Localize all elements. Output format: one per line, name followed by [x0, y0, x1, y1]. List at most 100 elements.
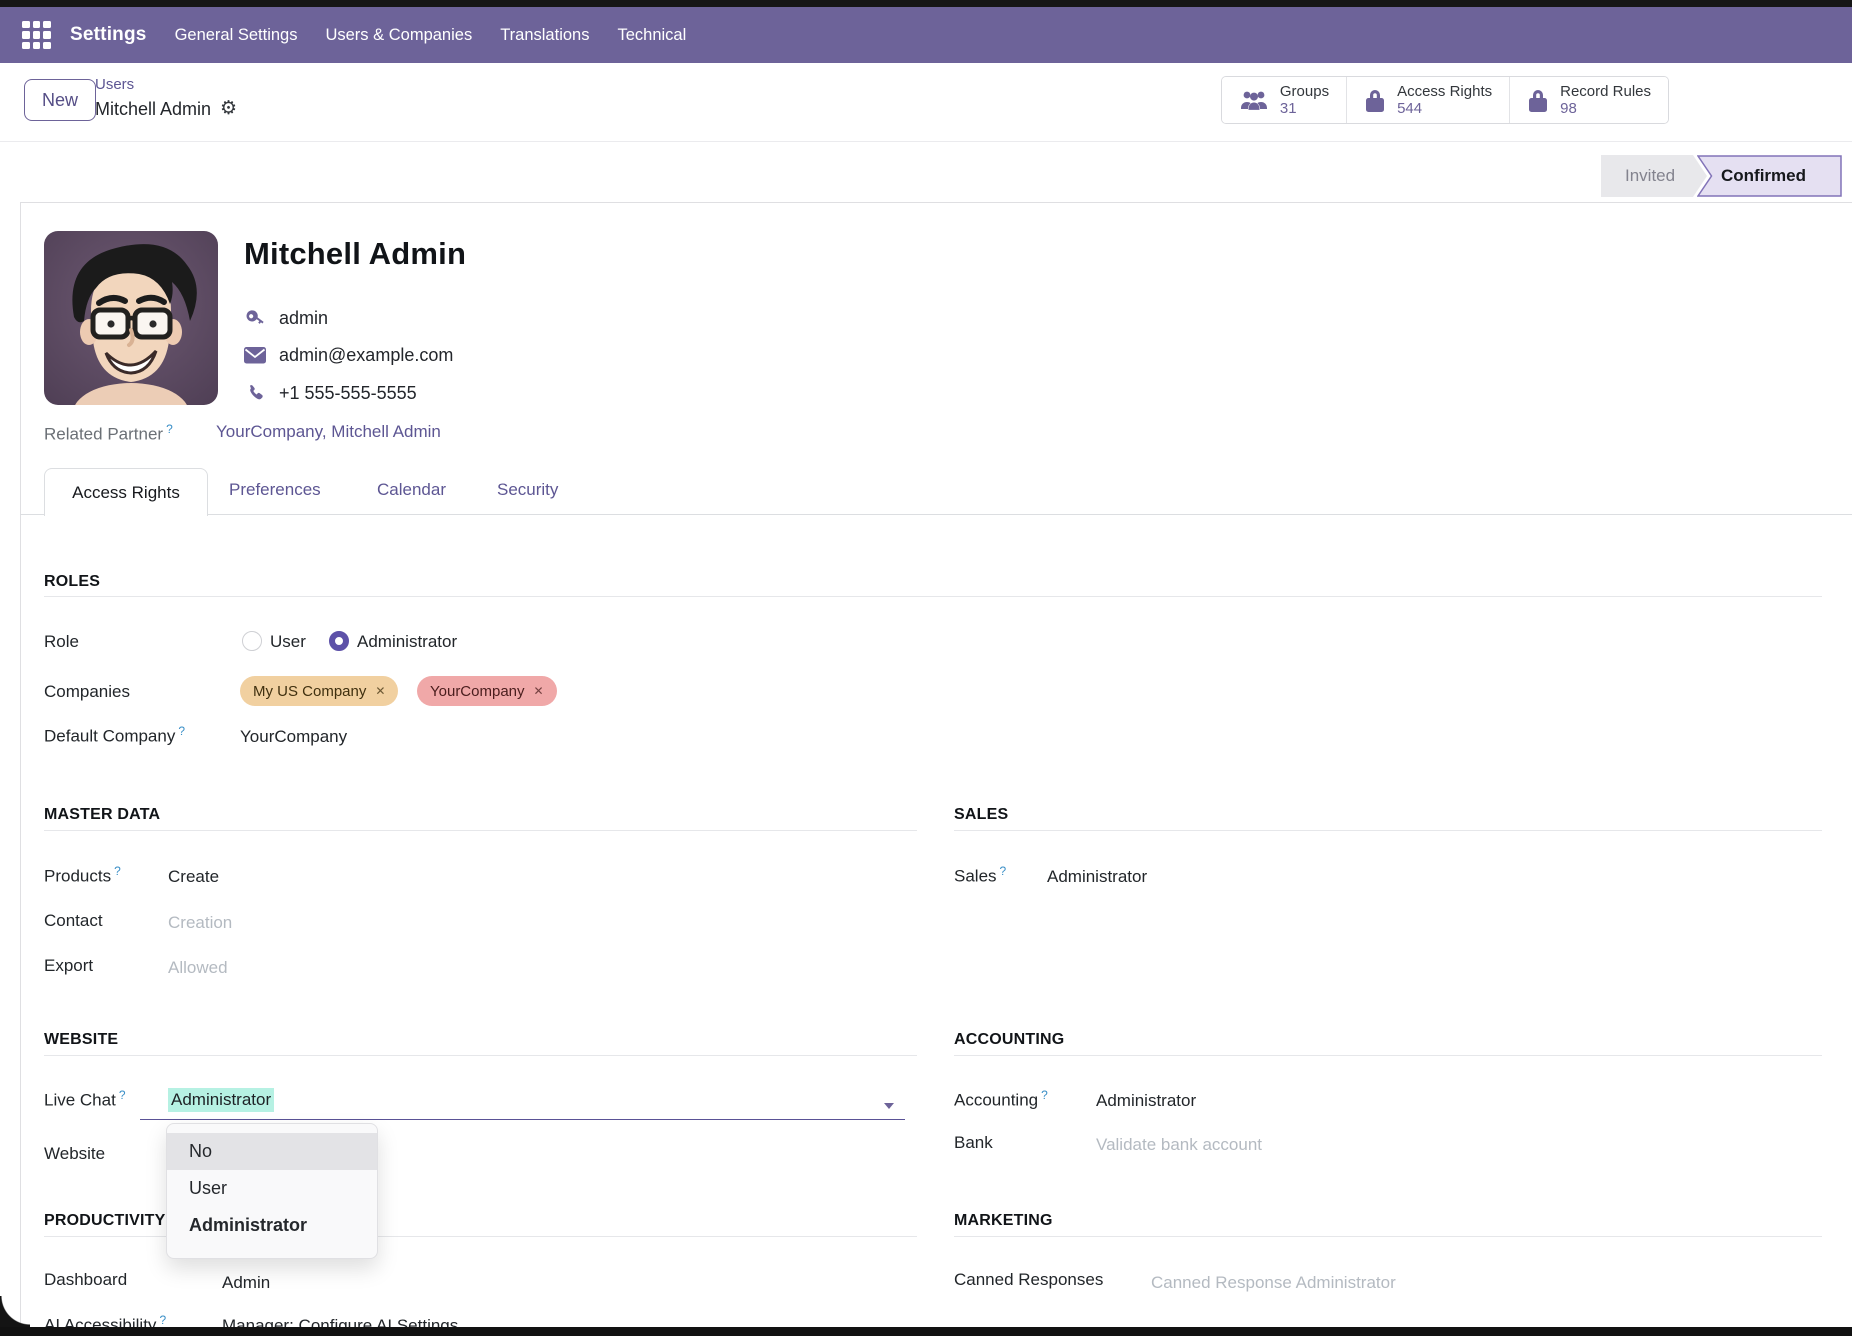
user-name-title[interactable]: Mitchell Admin [244, 236, 467, 271]
dropdown-option-administrator[interactable]: Administrator [189, 1215, 308, 1235]
menu-technical[interactable]: Technical [617, 25, 687, 44]
help-icon[interactable]: ? [178, 724, 186, 738]
section-accounting-rule [954, 1055, 1822, 1056]
products-label: Products? [44, 864, 121, 886]
breadcrumb: Users Mitchell Admin ⚙ [95, 77, 237, 118]
login-value[interactable]: admin [279, 308, 329, 328]
envelope-icon [244, 347, 266, 364]
lock-icon [1529, 89, 1548, 112]
breadcrumb-users-link[interactable]: Users [95, 76, 135, 93]
apps-grid-icon[interactable] [22, 20, 51, 50]
status-invited[interactable]: Invited [1601, 155, 1707, 197]
phone-row: +1 555-555-5555 [244, 383, 417, 404]
live-chat-field-underline [140, 1119, 905, 1120]
section-productivity-title: PRODUCTIVITY [44, 1212, 166, 1229]
access-rights-stat-button[interactable]: Access Rights 544 [1346, 77, 1510, 123]
live-chat-label: Live Chat? [44, 1088, 126, 1110]
section-marketing-rule [954, 1236, 1822, 1237]
record-rules-stat-button[interactable]: Record Rules 98 [1509, 77, 1668, 123]
role-option-administrator[interactable]: Administrator [357, 632, 458, 651]
contact-value[interactable]: Creation [168, 913, 233, 932]
section-roles-title: ROLES [44, 573, 101, 590]
dropdown-option-no[interactable]: No [167, 1133, 377, 1170]
menu-users-companies[interactable]: Users & Companies [325, 25, 473, 44]
section-sales-rule [954, 830, 1822, 831]
help-icon[interactable]: ? [118, 1088, 126, 1102]
companies-label: Companies [44, 682, 130, 701]
tab-access-rights[interactable]: Access Rights [44, 468, 208, 516]
role-label: Role [44, 632, 79, 651]
section-marketing-title: MARKETING [954, 1212, 1053, 1229]
live-chat-dropdown: No User Administrator [166, 1123, 378, 1259]
related-partner-label: Related Partner? [44, 422, 173, 444]
section-productivity-rule [44, 1236, 917, 1237]
key-icon [244, 308, 266, 329]
help-icon[interactable]: ? [114, 864, 121, 878]
phone-value[interactable]: +1 555-555-5555 [279, 383, 417, 403]
section-master-data-title: MASTER DATA [44, 806, 161, 823]
phone-icon [244, 384, 266, 403]
section-master-data-rule [44, 830, 917, 831]
groups-count: 31 [1279, 100, 1297, 117]
bank-value[interactable]: Validate bank account [1096, 1135, 1263, 1154]
tab-preferences[interactable]: Preferences [229, 480, 321, 499]
window-corner [0, 1296, 30, 1328]
record-rules-label: Record Rules [1560, 82, 1651, 100]
status-confirmed[interactable]: Confirmed [1697, 155, 1843, 197]
app-name[interactable]: Settings [70, 24, 147, 45]
email-value[interactable]: admin@example.com [279, 345, 454, 365]
tab-calendar[interactable]: Calendar [377, 480, 446, 499]
default-company-value[interactable]: YourCompany [240, 727, 348, 746]
company-tag-yourcompany[interactable]: YourCompany ✕ [417, 676, 557, 706]
live-chat-input[interactable]: Administrator [168, 1088, 275, 1112]
accounting-value[interactable]: Administrator [1096, 1091, 1197, 1110]
sales-value[interactable]: Administrator [1047, 867, 1148, 886]
close-icon[interactable]: ✕ [533, 684, 544, 698]
export-label: Export [44, 956, 94, 975]
role-option-user[interactable]: User [270, 632, 306, 651]
help-icon[interactable]: ? [166, 422, 173, 436]
gear-icon[interactable]: ⚙ [220, 98, 238, 119]
screen-bottom-bar [0, 1327, 1852, 1336]
bank-label: Bank [954, 1133, 993, 1152]
export-value[interactable]: Allowed [168, 958, 228, 977]
contact-label: Contact [44, 911, 103, 930]
new-button[interactable]: New [24, 79, 97, 121]
dashboard-label: Dashboard [44, 1270, 128, 1289]
tabs-divider [20, 514, 1852, 515]
products-value[interactable]: Create [168, 867, 220, 886]
help-icon[interactable]: ? [1041, 1088, 1048, 1102]
dashboard-value[interactable]: Admin [222, 1273, 271, 1292]
statusbar: Invited Confirmed [1601, 155, 1843, 197]
company-tag-my-us-company[interactable]: My US Company ✕ [240, 676, 399, 706]
chevron-down-icon[interactable] [884, 1103, 894, 1109]
canned-responses-label: Canned Responses [954, 1270, 1104, 1289]
sales-label: Sales? [954, 864, 1007, 886]
help-icon[interactable]: ? [999, 864, 1007, 878]
accounting-label: Accounting? [954, 1088, 1048, 1110]
tab-security[interactable]: Security [497, 480, 559, 499]
groups-label: Groups [1279, 82, 1330, 100]
canned-responses-value[interactable]: Canned Response Administrator [1151, 1273, 1396, 1292]
status-confirmed-label: Confirmed [1721, 166, 1806, 185]
section-sales-title: SALES [954, 806, 1009, 823]
menu-general-settings[interactable]: General Settings [174, 25, 298, 44]
screen-top-bar [0, 0, 1852, 7]
website-label: Website [44, 1144, 106, 1163]
role-radio-administrator[interactable] [329, 631, 349, 651]
groups-stat-button[interactable]: Groups 31 [1221, 77, 1347, 123]
record-rules-count: 98 [1560, 100, 1577, 117]
menu-translations[interactable]: Translations [500, 25, 590, 44]
section-accounting-title: ACCOUNTING [954, 1031, 1065, 1048]
help-icon[interactable]: ? [159, 1313, 167, 1327]
login-row: admin [244, 308, 328, 329]
section-website-rule [44, 1055, 917, 1056]
user-avatar[interactable] [44, 231, 218, 405]
role-radio-user[interactable] [242, 631, 262, 651]
dropdown-option-user[interactable]: User [189, 1178, 228, 1198]
breadcrumb-current: Mitchell Admin [95, 98, 212, 119]
access-rights-count: 544 [1397, 100, 1423, 117]
section-website-title: WEBSITE [44, 1031, 119, 1048]
close-icon[interactable]: ✕ [375, 684, 386, 698]
related-partner-link[interactable]: YourCompany, Mitchell Admin [216, 422, 441, 441]
